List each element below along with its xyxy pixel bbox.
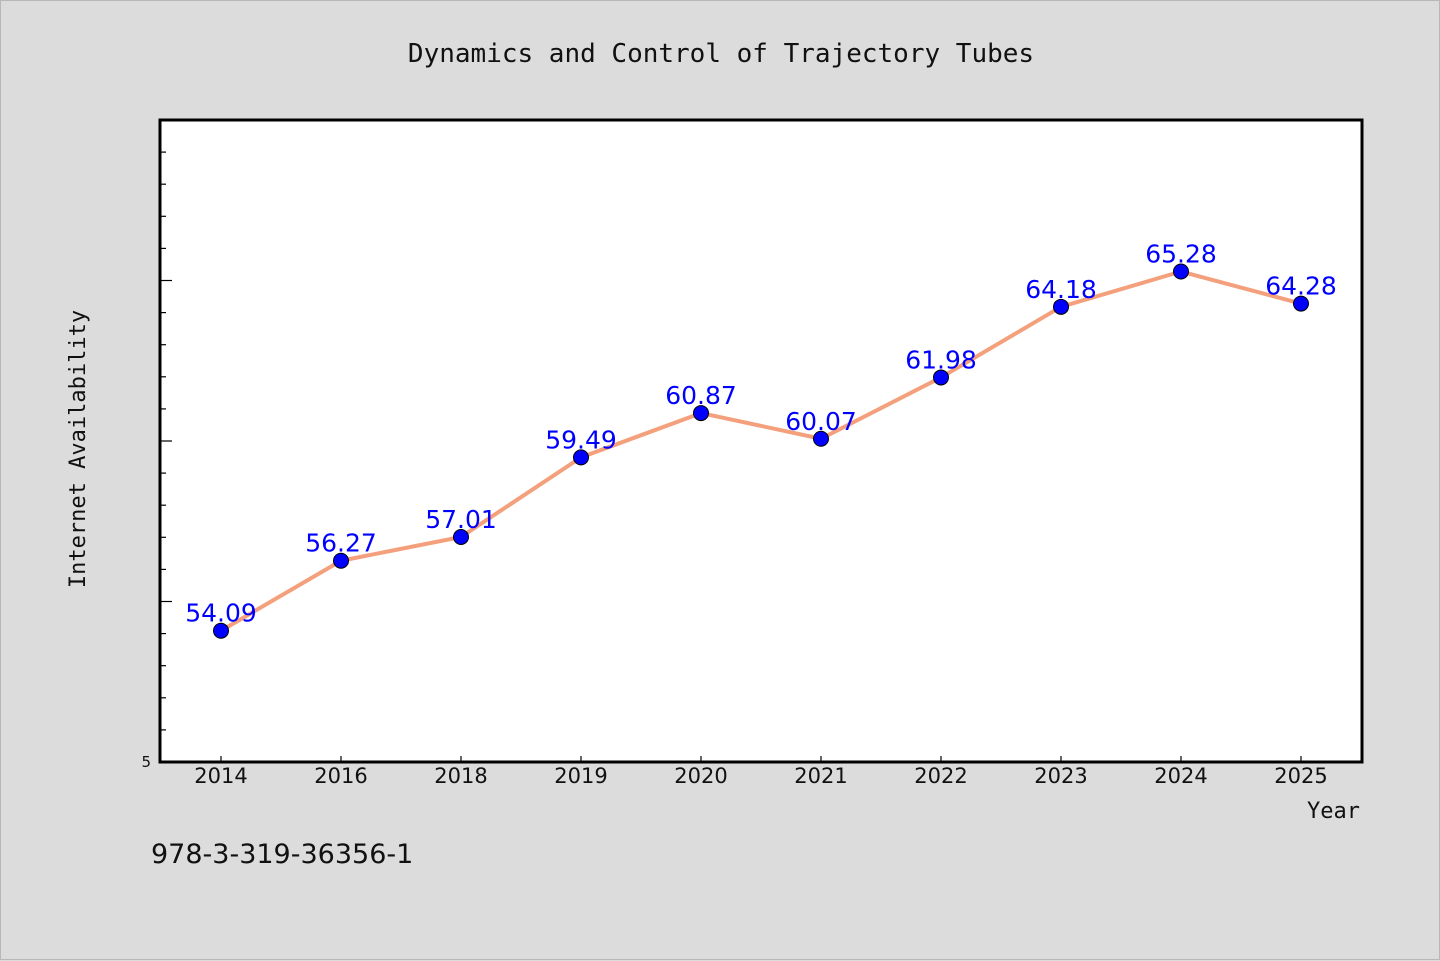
x-tick-label: 2024 — [1154, 764, 1207, 788]
y-axis-label: Internet Availability — [66, 310, 91, 588]
data-label: 56.27 — [305, 529, 377, 558]
x-axis-label: Year — [1307, 799, 1360, 824]
x-tick-label: 2023 — [1034, 764, 1087, 788]
x-tick-label: 2018 — [434, 764, 487, 788]
data-label: 59.49 — [545, 425, 617, 454]
data-point — [813, 430, 829, 447]
x-tick-label: 2022 — [914, 764, 967, 788]
data-label: 57.01 — [425, 505, 497, 534]
x-tick-label: 2021 — [794, 764, 847, 788]
x-tick-label: 2016 — [314, 764, 367, 788]
data-point — [1173, 263, 1189, 280]
data-label: 64.28 — [1265, 272, 1337, 301]
series-line — [219, 269, 1302, 633]
data-point — [453, 528, 469, 545]
y-axis-ticks — [160, 151, 172, 731]
data-point — [693, 405, 709, 422]
y-tick-label: 5 — [141, 753, 151, 771]
x-tick-label: 2014 — [194, 764, 247, 788]
plot-area — [158, 118, 1364, 764]
data-label: 60.87 — [665, 381, 737, 410]
data-label: 61.98 — [905, 345, 977, 374]
x-tick-label: 2019 — [554, 764, 607, 788]
data-point — [333, 552, 349, 569]
x-axis-ticks: 2014 2016 2018 2019 2020 2021 2022 2023 2024 2025 — [194, 756, 1328, 788]
data-label: 64.18 — [1025, 275, 1097, 304]
x-tick-label: 2025 — [1274, 764, 1327, 788]
chart-title: Dynamics and Control of Trajectory Tubes — [408, 39, 1034, 69]
series-layer: 54.09 56.27 57.01 59.49 60.87 60.07 61.98 64.18… — [185, 240, 1337, 639]
data-label: 65.28 — [1145, 240, 1217, 269]
data-point — [1053, 298, 1069, 315]
x-tick-label: 2020 — [674, 764, 727, 788]
isbn-text: 978-3-319-36356-1 — [151, 839, 413, 870]
data-point — [573, 449, 589, 466]
data-point — [933, 369, 949, 386]
data-label: 54.09 — [185, 599, 257, 628]
data-point — [213, 622, 229, 639]
data-label: 60.07 — [785, 407, 857, 436]
data-point — [1293, 295, 1309, 312]
